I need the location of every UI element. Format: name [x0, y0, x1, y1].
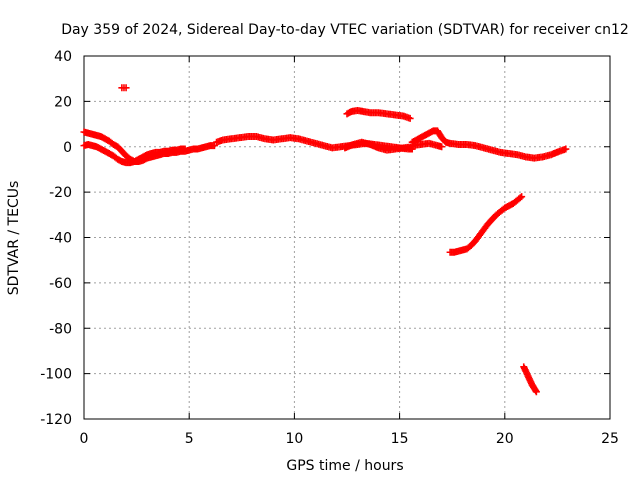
x-tick-label: 0 — [80, 431, 89, 447]
y-tick-label: -80 — [49, 321, 72, 337]
data-point — [181, 145, 189, 153]
y-tick-label: -20 — [49, 185, 72, 201]
series-trace-10 — [118, 84, 130, 92]
y-tick-label: 40 — [54, 49, 72, 65]
series-trace-6 — [408, 127, 570, 162]
y-tick-label: 0 — [63, 140, 72, 156]
y-tick-label: -100 — [40, 367, 72, 383]
series-trace-9 — [520, 363, 540, 396]
y-tick-label: 20 — [54, 94, 72, 110]
chart-title: Day 359 of 2024, Sidereal Day-to-day VTE… — [61, 22, 629, 38]
data-point — [532, 388, 540, 396]
y-tick-label: -60 — [49, 276, 72, 292]
axis-ticks: 0 5 10 15 20 25 -120 -100 -80 -60 -40 -20 0 20 40 — [40, 49, 619, 447]
data-point — [518, 193, 526, 201]
y-axis-label: SDTVAR / TECUs — [6, 181, 22, 296]
data-point — [438, 143, 446, 151]
x-tick-label: 10 — [285, 431, 303, 447]
series-trace-4 — [341, 138, 416, 154]
x-tick-label: 15 — [391, 431, 409, 447]
data-point — [122, 84, 130, 92]
x-tick-label: 20 — [496, 431, 514, 447]
data-point — [406, 114, 414, 122]
x-axis-label: GPS time / hours — [286, 458, 403, 474]
data-point — [562, 145, 570, 153]
data-point — [516, 194, 524, 202]
series-trace-5 — [343, 106, 414, 122]
data-marks — [80, 84, 570, 396]
series-trace-8 — [446, 193, 526, 256]
series-trace-7 — [408, 139, 446, 151]
x-tick-label: 25 — [601, 431, 619, 447]
y-tick-label: -120 — [40, 412, 72, 428]
series-trace-2 — [80, 140, 189, 167]
y-tick-label: -40 — [49, 231, 72, 247]
x-tick-label: 5 — [185, 431, 194, 447]
